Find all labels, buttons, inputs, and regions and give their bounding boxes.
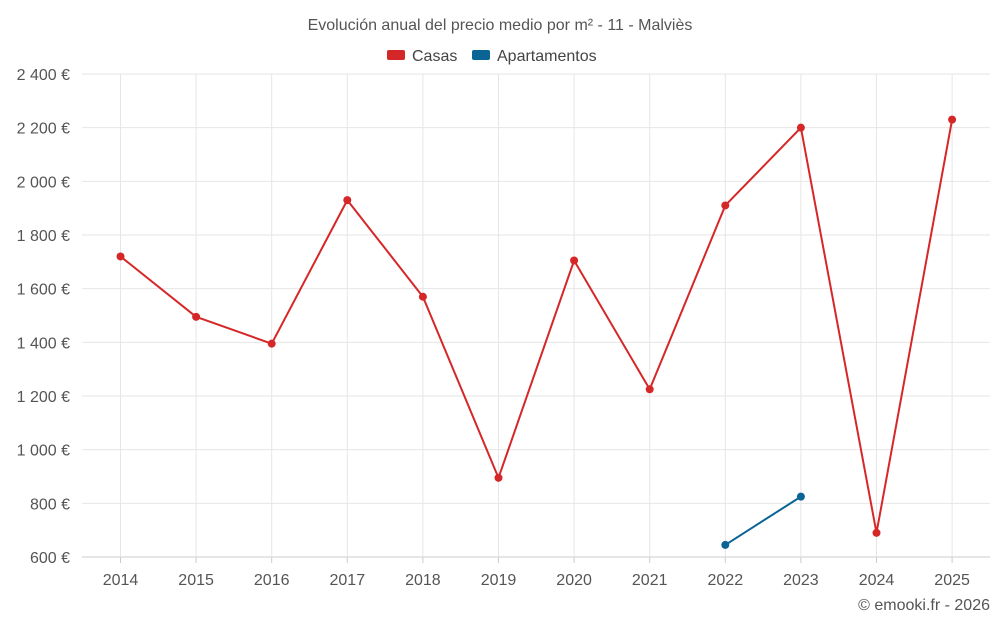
data-point-apartamentos[interactable]	[796, 492, 805, 501]
data-point-casas[interactable]	[418, 292, 427, 301]
data-point-casas[interactable]	[645, 385, 654, 394]
x-tick-label: 2020	[556, 572, 592, 589]
series	[116, 115, 957, 549]
data-point-casas[interactable]	[343, 196, 352, 205]
y-tick-label: 2 200 €	[17, 121, 70, 138]
x-tick-label: 2016	[254, 572, 290, 589]
x-tick-label: 2017	[330, 572, 366, 589]
x-tick-label: 2024	[859, 572, 895, 589]
x-tick-label: 2019	[481, 572, 517, 589]
x-tick-label: 2014	[103, 572, 139, 589]
x-tick-label: 2021	[632, 572, 668, 589]
y-tick-label: 2 400 €	[17, 67, 70, 84]
series-line-apartamentos	[724, 495, 802, 546]
y-axis: 600 € 800 € 1 000 € 1 200 € 1 400 € 1 600 € 1 …	[17, 67, 70, 567]
y-tick-label: 600 €	[30, 550, 70, 567]
legend-swatch-casas	[387, 50, 405, 60]
y-tick-label: 1 200 €	[17, 389, 70, 406]
data-point-casas[interactable]	[267, 339, 276, 348]
data-point-casas[interactable]	[494, 473, 503, 482]
grid	[82, 73, 990, 558]
data-point-apartamentos[interactable]	[721, 540, 730, 549]
x-tick-label: 2015	[178, 572, 214, 589]
data-point-casas[interactable]	[570, 256, 579, 265]
legend-swatch-apartamentos	[472, 50, 490, 60]
x-tick-label: 2025	[934, 572, 970, 589]
data-point-casas[interactable]	[192, 312, 201, 321]
y-tick-label: 2 000 €	[17, 174, 70, 191]
data-point-casas[interactable]	[116, 252, 125, 261]
series-line-casas	[119, 119, 954, 534]
data-point-casas[interactable]	[948, 115, 957, 124]
data-point-casas[interactable]	[721, 201, 730, 210]
y-tick-label: 1 600 €	[17, 282, 70, 299]
legend: Casas Apartamentos	[387, 48, 597, 65]
x-axis: 2014 2015 2016 2017 2018 2019 2020 2021 2022 2023…	[103, 557, 970, 589]
chart-title: Evolución anual del precio medio por m² …	[308, 17, 693, 34]
legend-label-apartamentos[interactable]: Apartamentos	[497, 48, 597, 65]
y-tick-label: 800 €	[30, 496, 70, 513]
legend-label-casas[interactable]: Casas	[412, 48, 457, 65]
data-point-casas[interactable]	[796, 123, 805, 132]
data-point-casas[interactable]	[872, 528, 881, 537]
x-tick-label: 2022	[708, 572, 744, 589]
series-apartamentos	[721, 492, 805, 549]
y-tick-label: 1 800 €	[17, 228, 70, 245]
series-casas	[116, 115, 957, 537]
x-tick-label: 2018	[405, 572, 441, 589]
y-tick-label: 1 400 €	[17, 335, 70, 352]
y-tick-label: 1 000 €	[17, 443, 70, 460]
credit-text: © emooki.fr - 2026	[858, 597, 990, 614]
x-tick-label: 2023	[783, 572, 819, 589]
